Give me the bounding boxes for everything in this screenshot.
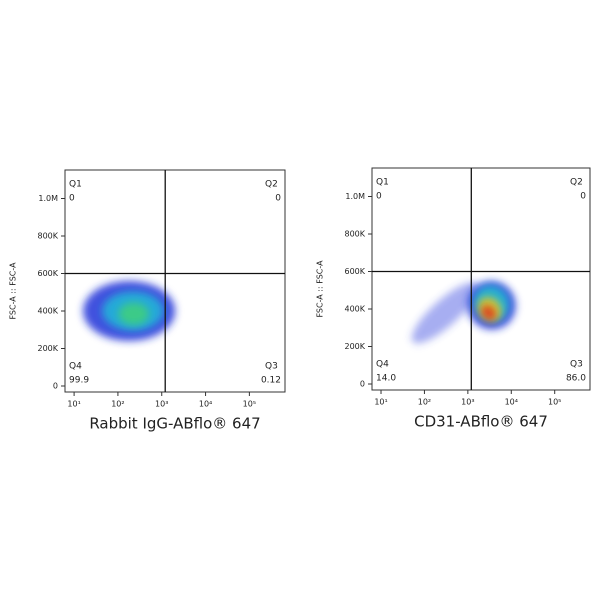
x-tick-label: 10¹ (67, 400, 80, 409)
density-cloud (411, 282, 479, 344)
y-tick-label: 200K (344, 342, 365, 351)
quadrant-value: 99.9 (69, 376, 89, 386)
density-layer (83, 281, 176, 341)
y-tick-label: 600K (37, 269, 58, 278)
quadrant-name: Q4 (69, 362, 82, 372)
y-tick-label: 200K (37, 344, 58, 353)
quadrant-name: Q2 (570, 178, 583, 188)
quadrant-name: Q2 (265, 180, 278, 190)
quadrant-name: Q1 (69, 180, 82, 190)
quadrant-value: 0.12 (261, 376, 281, 386)
x-tick-label: 10⁴ (505, 398, 518, 407)
quadrant-value: 0 (69, 194, 75, 204)
quadrant-value: 0 (580, 192, 586, 202)
quadrant-name: Q3 (265, 362, 278, 372)
plot: 0 200K 400K 600K 800K 1.0M 10¹ 10² 10³ 10⁴ 10⁵ Q1 0 Q… (316, 167, 591, 431)
x-tick-label: 10² (418, 398, 431, 407)
y-tick-label: 1.0M (345, 192, 365, 201)
x-axis-label: Rabbit IgG-ABflo® 647 (89, 415, 260, 433)
x-tick-label: 10⁵ (243, 400, 256, 409)
y-axis-label: FSC-A :: FSC-A (316, 260, 325, 318)
x-tick-label: 10⁵ (548, 398, 561, 407)
x-tick-label: 10³ (155, 400, 168, 409)
quadrant-name: Q1 (376, 178, 389, 188)
y-tick-label: 600K (344, 267, 365, 276)
density-layer (411, 281, 516, 344)
y-tick-label: 800K (344, 230, 365, 239)
quadrant-value: 0 (376, 192, 382, 202)
x-tick-label: 10² (111, 400, 124, 409)
density-cloud (481, 305, 497, 321)
density-cloud (118, 302, 150, 326)
y-tick-label: 400K (344, 305, 365, 314)
quadrant-value: 14.0 (376, 374, 396, 384)
x-axis-label: CD31-ABflo® 647 (414, 413, 548, 431)
y-axis-label: FSC-A :: FSC-A (9, 262, 18, 320)
plot-frame (64, 169, 286, 393)
y-tick-label: 400K (37, 307, 58, 316)
x-tick-label: 10⁴ (199, 400, 212, 409)
y-tick-label: 0 (53, 382, 58, 391)
quadrant-name: Q3 (570, 360, 583, 370)
quadrant-value: 86.0 (566, 374, 586, 384)
y-tick-label: 0 (360, 380, 365, 389)
y-tick-label: 800K (37, 232, 58, 241)
x-tick-label: 10³ (461, 398, 474, 407)
y-tick-label: 1.0M (38, 194, 58, 203)
plot-frame (371, 167, 591, 391)
x-tick-label: 10¹ (374, 398, 387, 407)
plot: 0 200K 400K 600K 800K 1.0M 10¹ 10² 10³ 10⁴ 10⁵ Q1 0 Q… (9, 169, 286, 433)
quadrant-value: 0 (275, 194, 281, 204)
quadrant-name: Q4 (376, 360, 389, 370)
